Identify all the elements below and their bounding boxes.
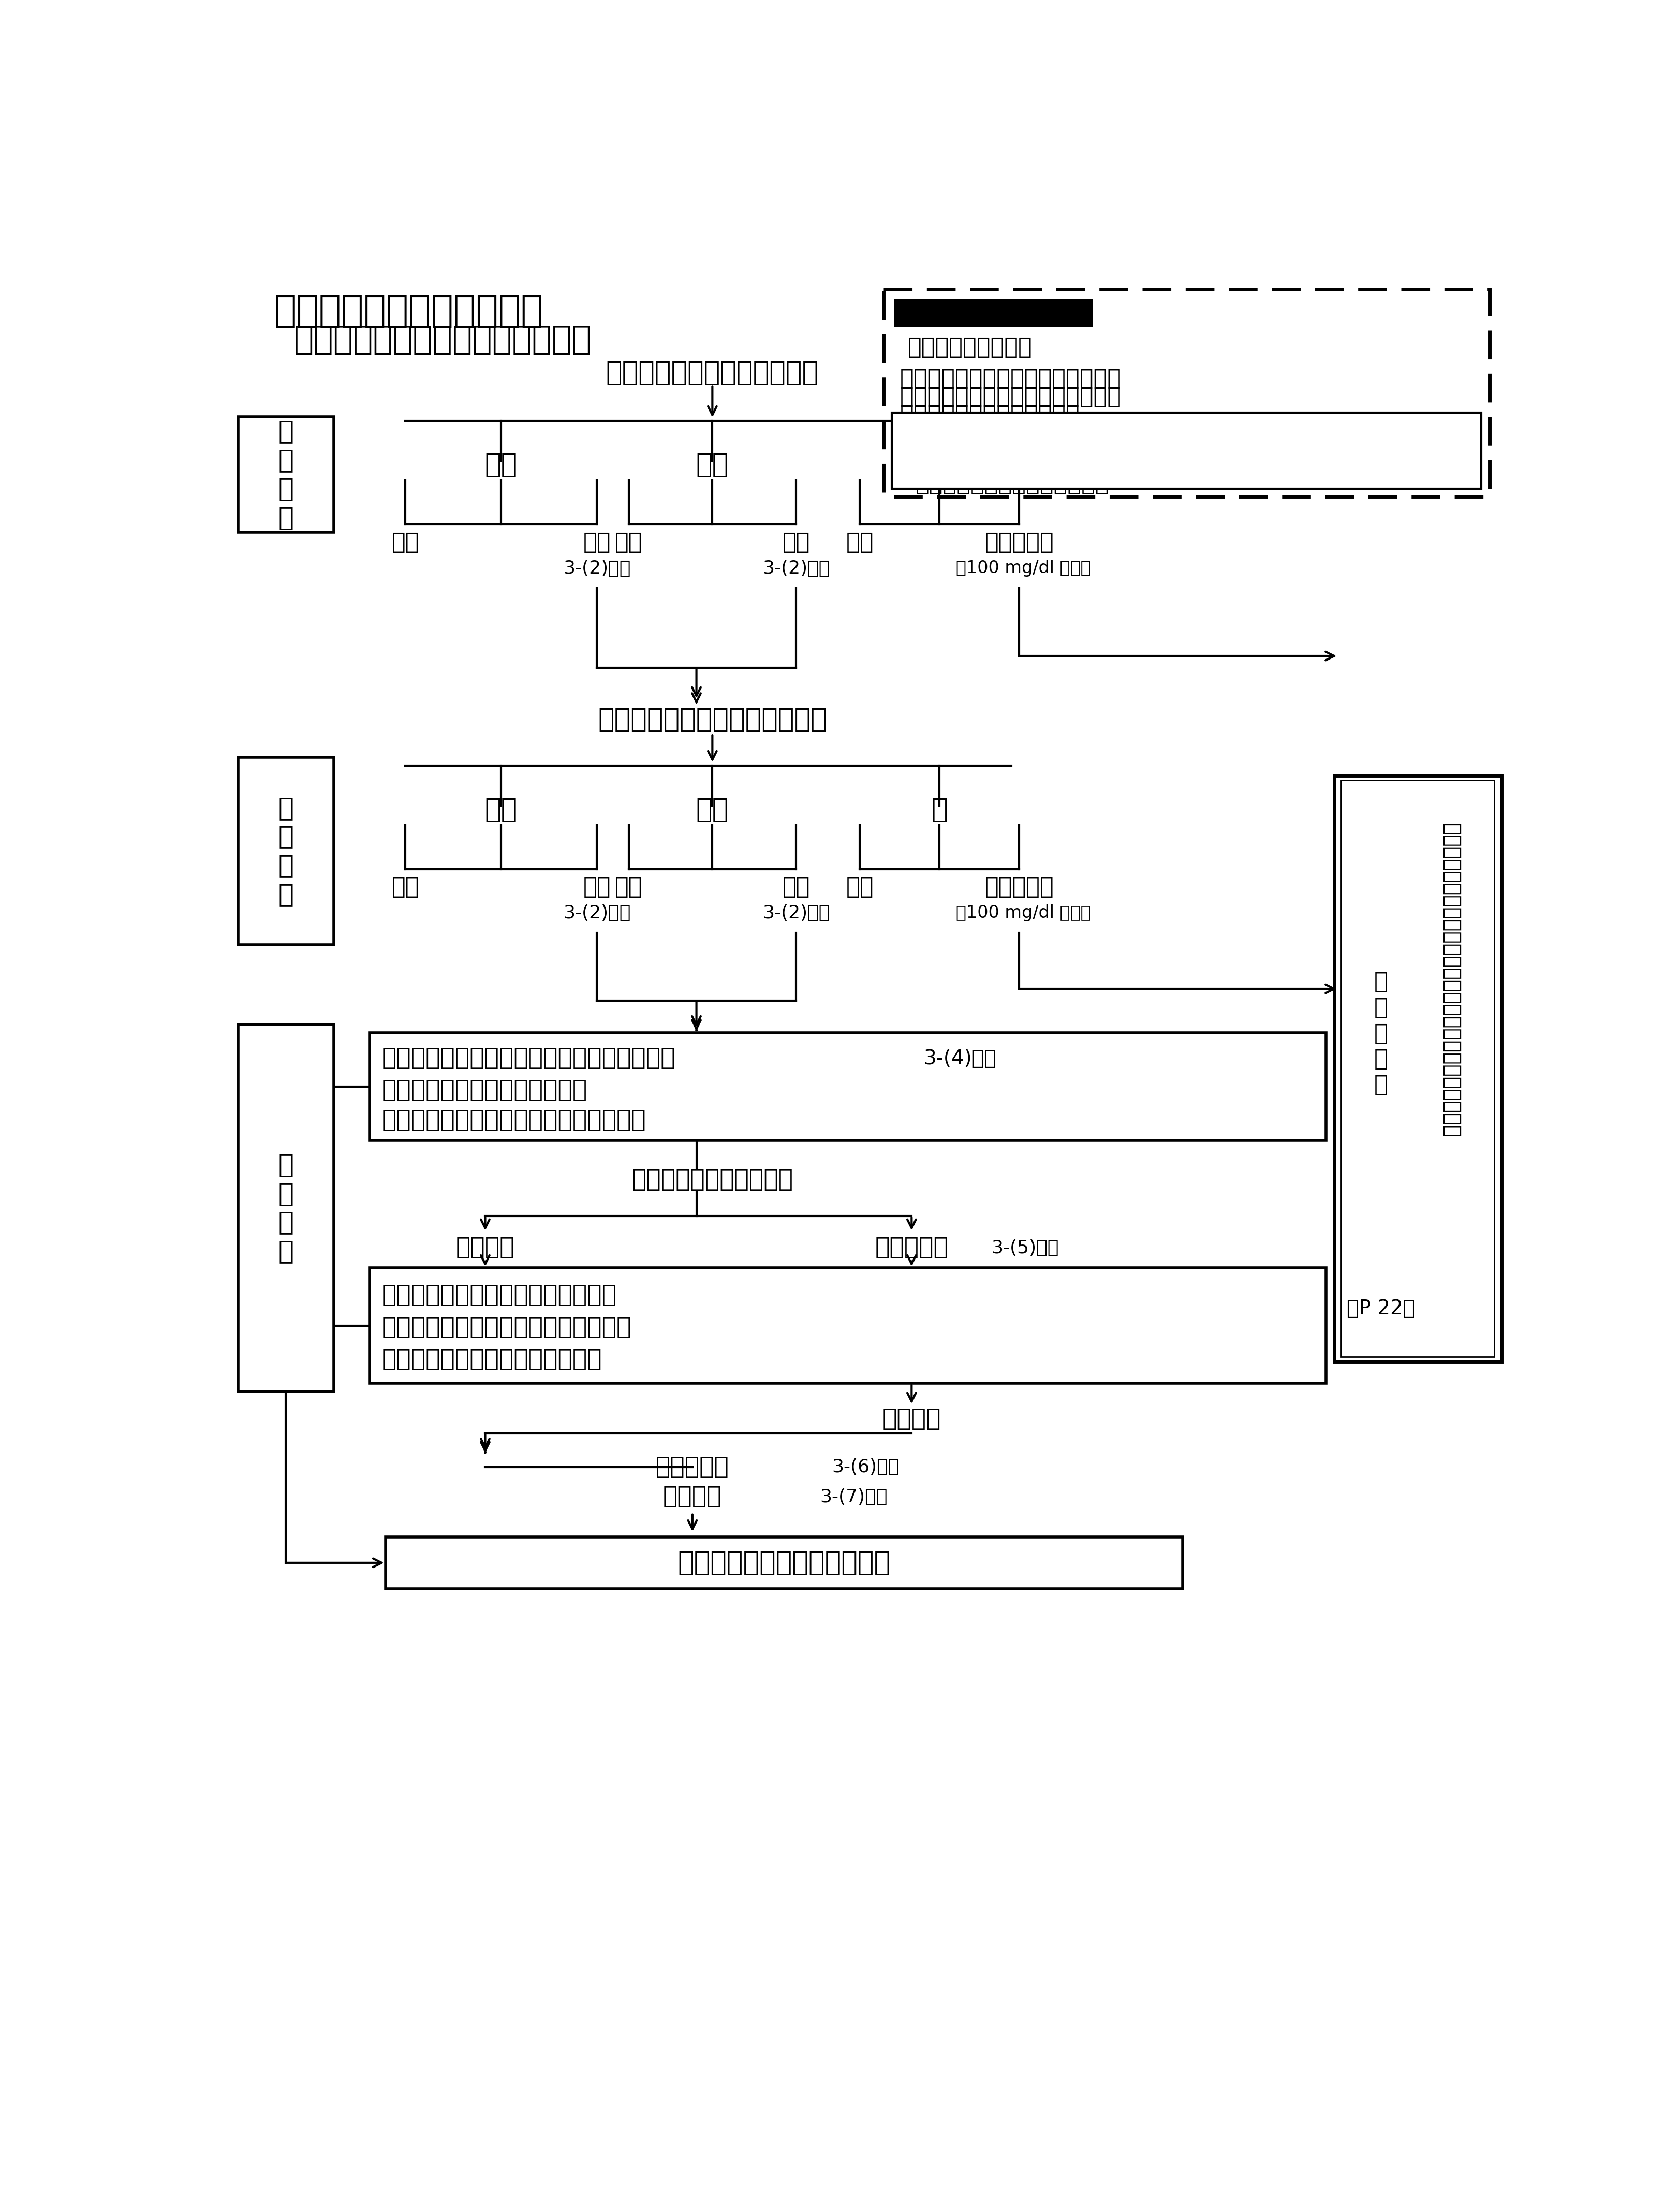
Bar (386, 1537, 1183, 1590)
Text: 陰性: 陰性 (391, 876, 420, 898)
Text: 3-(7)参照: 3-(7)参照 (820, 1488, 887, 1506)
Bar (892, 413, 1482, 489)
Text: 専門医紹介: 専門医紹介 (875, 1236, 948, 1260)
Text: 臓病で管理中の生徒は除く）: 臓病で管理中の生徒は除く） (900, 405, 1080, 427)
Text: 陰性: 陰性 (847, 531, 874, 553)
Text: 三次検診：　学校医・主治医による精密診療: 三次検診： 学校医・主治医による精密診療 (381, 1048, 675, 1070)
Text: 精
密
診
療: 精 密 診 療 (279, 1152, 294, 1265)
Text: 陰性: 陰性 (391, 531, 420, 553)
Text: 3-(2)参照: 3-(2)参照 (563, 904, 630, 922)
Text: 決定保留の場合は、専門医に紹介・相談: 決定保留の場合は、専門医に紹介・相談 (381, 1108, 645, 1132)
Bar (894, 298, 1094, 327)
Text: 早朝尿・学校尿（定性のみ）: 早朝尿・学校尿（定性のみ） (606, 360, 818, 387)
Text: 潜血: 潜血 (696, 796, 729, 822)
Text: 蛋白: 蛋白 (486, 796, 517, 822)
Text: 陽性: 陽性 (783, 531, 810, 553)
Text: （P 22）: （P 22） (1347, 1298, 1415, 1318)
Text: （＋）以上: （＋）以上 (984, 531, 1053, 553)
Text: 結果報告: 結果報告 (882, 1408, 941, 1431)
Text: 陽性: 陽性 (583, 531, 610, 553)
Text: 暫定診断・管理区分決定・報告: 暫定診断・管理区分決定・報告 (381, 1079, 588, 1101)
Text: 陰性: 陰性 (847, 876, 874, 898)
Text: 尿・血液検査＋超音波検査・尿培養、: 尿・血液検査＋超音波検査・尿培養、 (381, 1316, 632, 1340)
Text: 結果報告: 結果報告 (455, 1236, 514, 1260)
Text: 潜血: 潜血 (696, 451, 729, 478)
Text: 〈血尿あるいは蛋白尿の合併あれば腎臓病検診へも受診〉: 〈血尿あるいは蛋白尿の合併あれば腎臓病検診へも受診〉 (1441, 822, 1462, 1139)
Text: （100 mg/dl 以上）: （100 mg/dl 以上） (956, 559, 1090, 577)
Text: 糖: 糖 (931, 451, 948, 478)
Text: 3-(2)参照: 3-(2)参照 (763, 904, 830, 922)
Text: 蛋白: 蛋白 (486, 451, 517, 478)
Text: 二
次
検
尿: 二 次 検 尿 (279, 796, 294, 907)
Text: 3-(2)参照: 3-(2)参照 (563, 559, 630, 577)
Text: には緊急連絡する（但し、すでに腎: には緊急連絡する（但し、すでに腎 (900, 385, 1121, 409)
Text: ③蛋白潜血共に（3+）以上: ③蛋白潜血共に（3+）以上 (904, 447, 1097, 469)
Text: 学校現場へのフィードバック: 学校現場へのフィードバック (677, 1550, 890, 1576)
Text: 早朝尿・学校尿（定性・沈渣）: 早朝尿・学校尿（定性・沈渣） (598, 705, 827, 734)
Text: ３－（１）検診システムの概略図: ３－（１）検診システムの概略図 (294, 323, 591, 356)
Text: 一次・二次検尿での下記の強陽性者: 一次・二次検尿での下記の強陽性者 (900, 367, 1121, 389)
Text: 陰性: 陰性 (615, 531, 642, 553)
Text: 3-(5)参照: 3-(5)参照 (991, 1238, 1058, 1256)
Text: ①蛋白単独で（4+）以上: ①蛋白単独で（4+）以上 (904, 416, 1084, 438)
Text: 陰性: 陰性 (615, 876, 642, 898)
Text: 糖: 糖 (931, 796, 948, 822)
Bar (1334, 776, 1502, 1362)
Text: 3-(6)参照: 3-(6)参照 (832, 1459, 899, 1477)
Text: 糖
尿
検
診
へ: 糖 尿 検 診 へ (1374, 971, 1388, 1097)
Text: （＋）以上: （＋）以上 (984, 876, 1053, 898)
Text: と、月経時尿でないことが条件: と、月経時尿でないことが条件 (916, 473, 1109, 495)
Text: 緊急受診システム: 緊急受診システム (931, 301, 1055, 325)
Text: 経静脈的腎盂尿管造影、腎生検等: 経静脈的腎盂尿管造影、腎生検等 (381, 1349, 601, 1371)
Text: 3-(4)参照: 3-(4)参照 (924, 1048, 996, 1068)
Bar (370, 1267, 1326, 1384)
Text: 三次検診受診票・報告書: 三次検診受診票・報告書 (632, 1167, 793, 1192)
Text: 陽性: 陽性 (583, 876, 610, 898)
Text: 一
次
検
尿: 一 次 検 尿 (279, 420, 294, 531)
Bar (239, 418, 334, 533)
Text: （３－（３）参照）: （３－（３）参照） (907, 336, 1032, 358)
Text: （100 mg/dl 以上）: （100 mg/dl 以上） (956, 904, 1090, 922)
Text: 管理指導表: 管理指導表 (655, 1455, 729, 1479)
Text: ３．学校腎臓病検診の概略: ３．学校腎臓病検診の概略 (274, 294, 543, 329)
Text: 3-(2)参照: 3-(2)参照 (763, 559, 830, 577)
Bar (239, 1024, 334, 1391)
Bar (1341, 780, 1494, 1358)
Text: ②肉眼的血尿: ②肉眼的血尿 (904, 431, 993, 453)
Text: 腎臓手帳: 腎臓手帳 (664, 1486, 722, 1508)
Text: 但し、尿検体が早朝尿であるこ: 但し、尿検体が早朝尿であるこ (916, 460, 1109, 482)
Text: 精密検診：　専門医による精密診療: 精密検診： 専門医による精密診療 (381, 1285, 617, 1307)
Bar (370, 1033, 1326, 1141)
Bar (239, 758, 334, 944)
Text: 陽性: 陽性 (783, 876, 810, 898)
